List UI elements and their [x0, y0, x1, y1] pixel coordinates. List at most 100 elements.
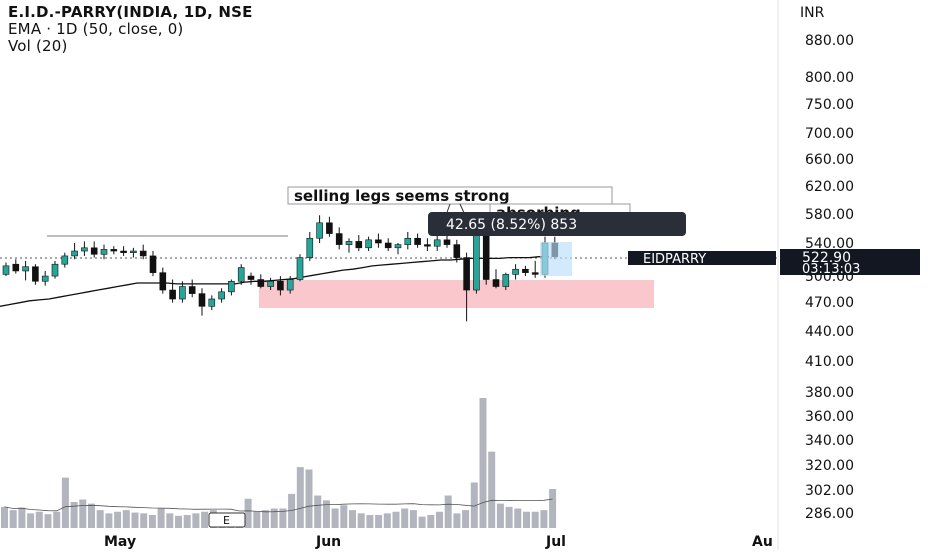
volume-bar	[18, 507, 26, 528]
volume-bar	[427, 515, 435, 528]
volume-bar	[436, 511, 443, 528]
candle-body[interactable]	[375, 239, 382, 244]
candle-body[interactable]	[169, 289, 176, 300]
last-price-badge	[780, 249, 920, 275]
price-tick-label: 620.00	[805, 179, 854, 195]
volume-bar	[444, 495, 452, 528]
candle-body[interactable]	[443, 239, 451, 245]
candle-body[interactable]	[502, 274, 510, 287]
candle-body[interactable]	[335, 233, 343, 245]
candle-body[interactable]	[277, 280, 284, 291]
candle-layer[interactable]	[2, 215, 559, 322]
earnings-marker[interactable]	[208, 512, 246, 528]
volume-bar	[462, 510, 470, 528]
countdown-text: 03:13:03	[802, 262, 860, 277]
volume-bar	[105, 513, 113, 528]
candle-body[interactable]	[228, 280, 235, 293]
candle-body[interactable]	[482, 234, 490, 280]
candle-body[interactable]	[394, 244, 402, 249]
candle-body[interactable]	[531, 272, 539, 275]
candle-body[interactable]	[365, 239, 372, 249]
candle-body[interactable]	[130, 250, 137, 253]
candle-body[interactable]	[32, 266, 39, 282]
candle-body[interactable]	[51, 263, 59, 277]
candle-body[interactable]	[149, 255, 157, 273]
time-axis[interactable]: May Jun Jul Au	[104, 534, 773, 550]
candle-body[interactable]	[61, 255, 69, 265]
candle-body[interactable]	[473, 234, 480, 291]
candle-body[interactable]	[81, 247, 88, 252]
candle-body[interactable]	[512, 268, 519, 275]
candle-body[interactable]	[433, 239, 441, 247]
volume-bar	[540, 510, 548, 528]
candle-body[interactable]	[345, 241, 353, 245]
volume-bar	[496, 503, 504, 528]
candle-body[interactable]	[414, 237, 421, 245]
candle-body[interactable]	[492, 279, 500, 287]
candle-body[interactable]	[404, 237, 412, 245]
candle-body[interactable]	[384, 242, 392, 249]
price-tick-label: 580.00	[805, 207, 854, 223]
candle-body[interactable]	[2, 265, 10, 275]
volume-bar	[322, 500, 330, 528]
volume-bar	[305, 469, 313, 528]
candle-body[interactable]	[247, 275, 255, 280]
price-tick-label: 286.00	[805, 506, 854, 522]
candle-body[interactable]	[41, 275, 49, 282]
volume-bar	[288, 493, 296, 528]
volume-bar	[270, 508, 278, 528]
volume-bar	[453, 513, 461, 528]
volume-bar	[383, 513, 391, 528]
candle-body[interactable]	[110, 249, 118, 252]
candle-body[interactable]	[267, 280, 274, 287]
candle-body[interactable]	[316, 222, 323, 239]
price-tick-label: 320.00	[805, 458, 854, 474]
volume-bar	[392, 511, 400, 528]
volume-bar	[366, 515, 374, 528]
volume-bar	[375, 515, 383, 528]
price-tick-label: 440.00	[805, 324, 854, 340]
candle-body[interactable]	[463, 257, 470, 291]
candle-body[interactable]	[100, 249, 108, 255]
time-axis-label: Jul	[545, 534, 566, 550]
candle-body[interactable]	[179, 286, 186, 300]
candle-body[interactable]	[453, 244, 461, 258]
candle-body[interactable]	[12, 263, 20, 272]
symbol-title: E.I.D.-PARRY(INDIA, 1D, NSE	[8, 3, 253, 21]
candle-body[interactable]	[424, 244, 431, 247]
price-tick-label: 880.00	[805, 33, 854, 49]
candle-body[interactable]	[218, 291, 225, 300]
candle-body[interactable]	[198, 293, 206, 307]
price-tick-label: 470.00	[805, 295, 854, 311]
candle-body[interactable]	[355, 241, 363, 249]
ticker-tag	[628, 251, 776, 265]
price-axis[interactable]: 880.00 800.00 750.00 700.00 660.00 620.00 580.…	[805, 33, 854, 522]
volume-bar	[418, 516, 426, 528]
volume-bar	[201, 511, 209, 528]
candle-body[interactable]	[159, 272, 167, 291]
candle-body[interactable]	[306, 237, 314, 258]
candle-body[interactable]	[296, 257, 304, 280]
price-tick-label: 700.00	[805, 126, 854, 142]
candle-body[interactable]	[71, 250, 78, 257]
candle-body[interactable]	[90, 247, 98, 255]
last-price-text: 522.90	[802, 250, 851, 266]
demand-zone[interactable]	[259, 280, 654, 308]
volume-bar	[192, 513, 200, 528]
candle-body[interactable]	[120, 250, 127, 253]
candle-body[interactable]	[257, 279, 265, 287]
candle-body[interactable]	[188, 286, 196, 294]
volume-bar	[244, 498, 252, 528]
candle-body[interactable]	[237, 267, 245, 282]
candle-body[interactable]	[326, 222, 333, 234]
ema-line	[0, 256, 549, 307]
measure-range[interactable]	[540, 242, 572, 276]
candle-body[interactable]	[139, 250, 147, 257]
candle-body[interactable]	[522, 268, 529, 273]
candle-body[interactable]	[286, 279, 294, 291]
time-axis-label: May	[104, 534, 136, 550]
candle-body[interactable]	[22, 266, 29, 272]
candle-body[interactable]	[208, 298, 216, 307]
